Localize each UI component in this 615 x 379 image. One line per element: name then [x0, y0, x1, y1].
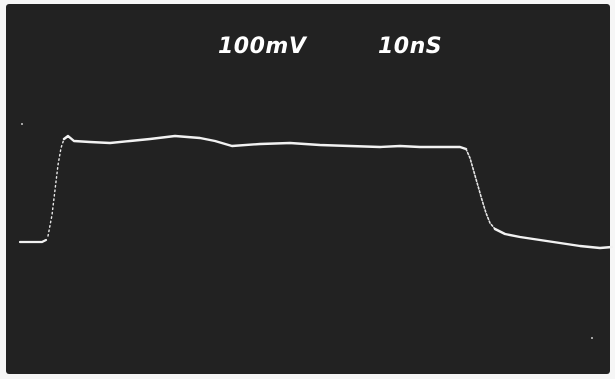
- waveform-falling-edge: [465, 148, 496, 230]
- waveform-baseline-left: [18, 238, 48, 244]
- volts-per-division-readout: 100mV: [218, 34, 307, 59]
- screen-speck: [21, 123, 23, 125]
- waveform-rising-edge: [47, 138, 65, 237]
- oscilloscope-screen: 100mV 10nS: [6, 4, 610, 374]
- screen-speck: [591, 337, 593, 339]
- time-per-division-readout: 10nS: [378, 34, 443, 59]
- waveform-plateau: [62, 134, 468, 151]
- waveform-tail: [493, 227, 614, 250]
